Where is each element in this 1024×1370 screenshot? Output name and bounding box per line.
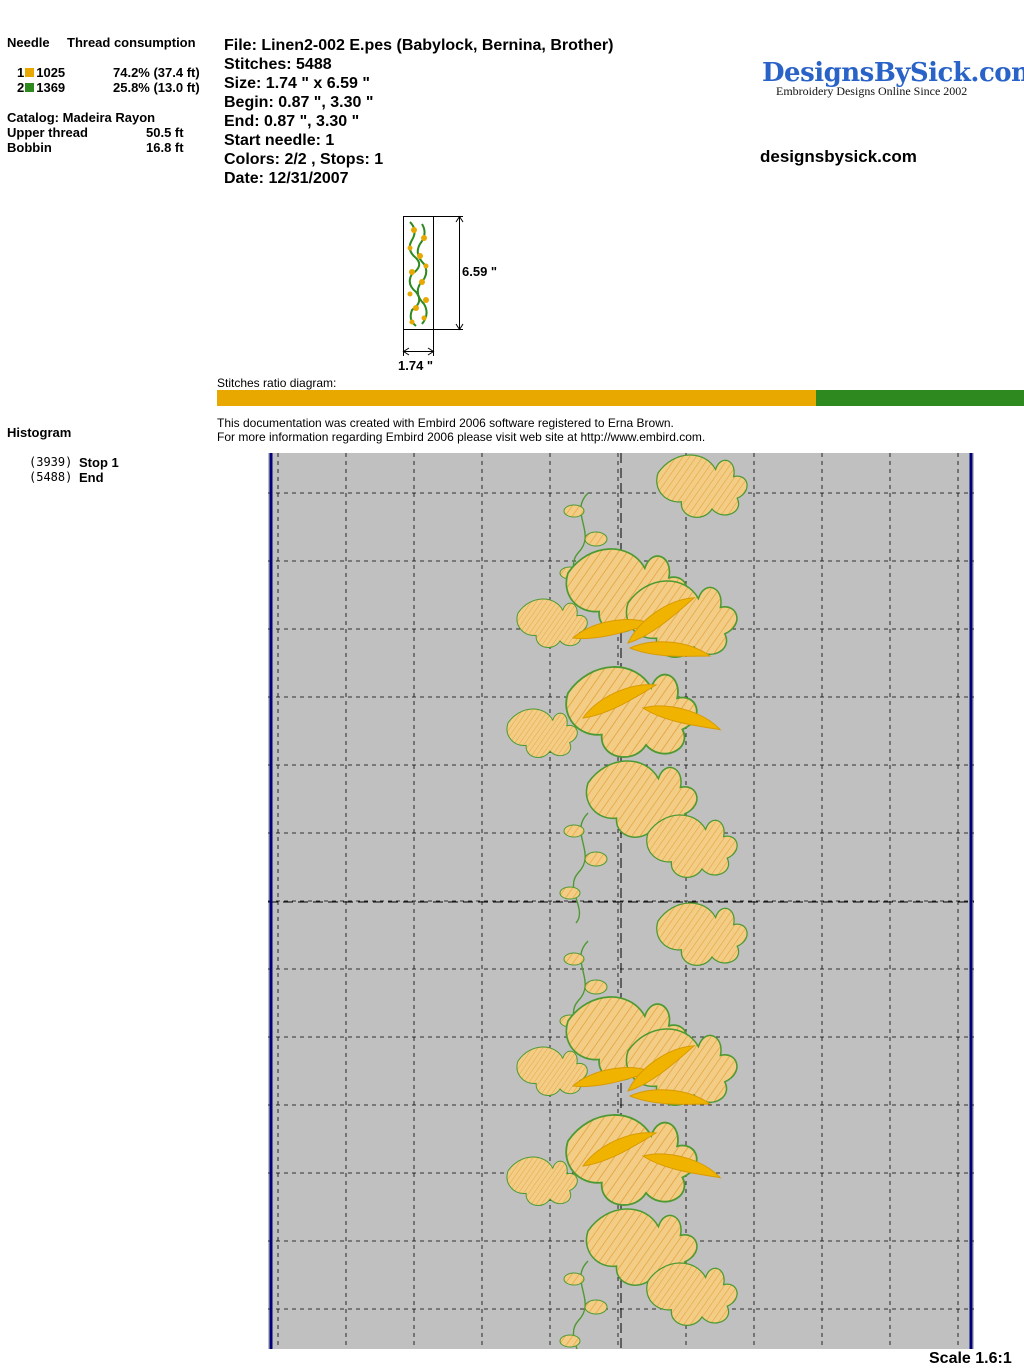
hoop-border-left — [269, 453, 273, 1349]
histogram-count: (3939) — [29, 455, 73, 469]
bobbin-label: Bobbin — [7, 140, 52, 155]
bobbin-value: 16.8 ft — [146, 140, 184, 155]
thread-consumption: 25.8% (13.0 ft) — [113, 80, 200, 95]
logo-tagline: Embroidery Designs Online Since 2002 — [776, 84, 968, 98]
needle-header: Needle — [7, 35, 50, 50]
file-name: File: Linen2-002 E.pes (Babylock, Bernin… — [224, 37, 614, 54]
stitch-ratio-bar — [217, 390, 1024, 406]
needle-number: 2 — [17, 80, 25, 95]
scale-label: Scale 1.6:1 — [929, 1350, 1012, 1367]
histogram-label: Stop 1 — [79, 455, 119, 470]
notice-line-1: This documentation was created with Embi… — [217, 416, 674, 430]
histogram-title: Histogram — [7, 425, 72, 440]
ratio-segment-1 — [217, 390, 816, 406]
date: Date: 12/31/2007 — [224, 170, 349, 187]
thread-consumption: 74.2% (37.4 ft) — [113, 65, 200, 80]
thread-code: 1369 — [36, 80, 66, 95]
catalog-label: Catalog: Madeira Rayon — [7, 110, 156, 125]
thread-code: 1025 — [36, 65, 66, 80]
design-thumbnail — [402, 215, 464, 356]
hoop-border-right — [969, 453, 973, 1349]
stitch-count: Stitches: 5488 — [224, 56, 332, 73]
needle-number: 1 — [17, 65, 25, 80]
ratio-segment-2 — [815, 390, 1024, 406]
software-notice: This documentation was created with Embi… — [217, 416, 705, 444]
thumbnail-height-label: 6.59 " — [462, 264, 498, 279]
histogram-count: (5488) — [29, 470, 73, 484]
ratio-label: Stitches ratio diagram: — [217, 376, 337, 390]
file-info: File: Linen2-002 E.pes (Babylock, Bernin… — [224, 36, 613, 188]
notice-line-2: For more information regarding Embird 20… — [217, 430, 706, 444]
logo-wordmark: DesignsBySick.com — [762, 58, 1024, 88]
thread-row: 2 1369 — [17, 80, 65, 95]
upper-thread-value: 50.5 ft — [146, 125, 184, 140]
thumbnail-motif — [407, 221, 429, 327]
thread-consumption-header: Thread consumption — [67, 35, 196, 50]
thumbnail-width-label: 1.74 " — [398, 358, 434, 373]
thumbnail-frame — [403, 216, 434, 330]
end-point: End: 0.87 ", 3.30 " — [224, 113, 360, 130]
colors-stops: Colors: 2/2 , Stops: 1 — [224, 151, 384, 168]
thread-row: 1 1025 — [17, 65, 65, 80]
begin-point: Begin: 0.87 ", 3.30 " — [224, 94, 374, 111]
brand-logo: DesignsBySick.com Embroidery Designs Onl… — [762, 58, 1024, 99]
thread-color-swatch — [25, 83, 35, 92]
embroidery-preview — [268, 453, 974, 1349]
start-needle: Start needle: 1 — [224, 132, 335, 149]
histogram-label: End — [79, 470, 104, 485]
design-size: Size: 1.74 " x 6.59 " — [224, 75, 370, 92]
upper-thread-label: Upper thread — [7, 125, 88, 140]
website-url: designsbysick.com — [760, 147, 917, 166]
thread-color-swatch — [25, 68, 35, 77]
